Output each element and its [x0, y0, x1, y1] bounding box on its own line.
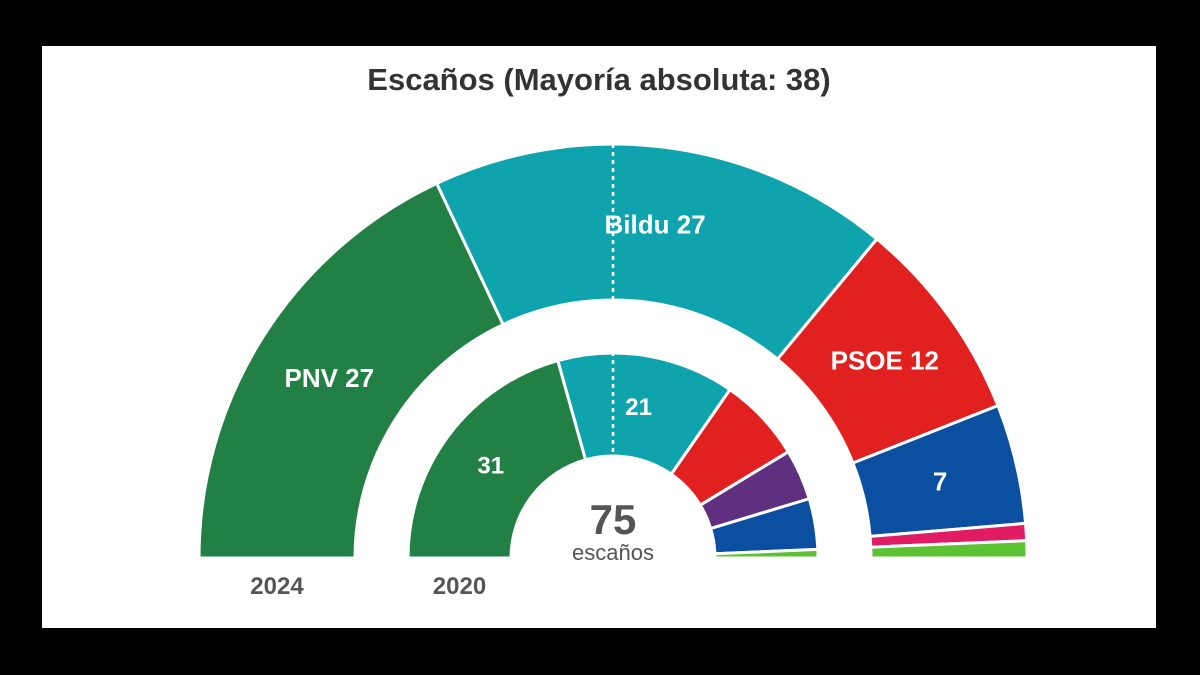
year-label-2020: 2020 — [433, 573, 486, 600]
segment-2024-1 — [435, 142, 879, 361]
chart-title: Escaños (Mayoría absoluta: 38) — [367, 62, 831, 97]
segment-2020-5 — [713, 547, 820, 560]
segment-2024-5 — [869, 539, 1029, 560]
parliament-chart: PNV 27 Bildu 27 PSOE 12 7 31 21 75 escaños 2… — [197, 142, 1029, 600]
year-label-2024: 2024 — [250, 573, 304, 600]
segment-2024-0 — [197, 181, 505, 560]
segment-label-2020-1: 21 — [625, 394, 652, 421]
segment-label-2020-0: 31 — [477, 453, 504, 480]
segment-label-2024-3: 7 — [933, 466, 947, 496]
total-seats-unit: escaños — [572, 540, 654, 565]
total-seats-value: 75 — [590, 496, 637, 543]
segment-2020-1 — [556, 351, 732, 476]
segment-label-2024-2: PSOE 12 — [831, 346, 939, 376]
ring-2024: PNV 27 Bildu 27 PSOE 12 7 — [197, 142, 1029, 560]
ring-2020: 31 21 — [406, 351, 820, 560]
chart-panel: Escaños (Mayoría absoluta: 38) PNV 27 Bil… — [42, 46, 1156, 628]
segment-label-2024-1: Bildu 27 — [605, 210, 706, 240]
segment-2020-0 — [406, 359, 588, 560]
segment-label-2024-0: PNV 27 — [285, 363, 375, 393]
